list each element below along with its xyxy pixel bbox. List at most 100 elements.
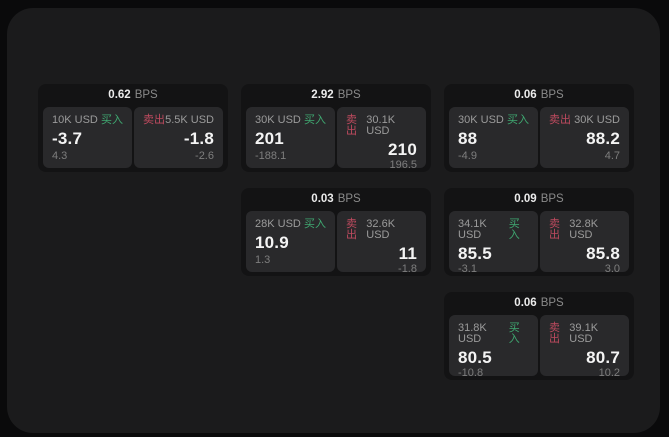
card-body: 28K USD 买入 10.9 1.3 卖出 32.6K USD 11 -1.8 (246, 211, 426, 275)
buy-quote-tile[interactable]: 30K USD 买入 201 -188.1 (246, 107, 335, 168)
card-body: 30K USD 买入 201 -188.1 卖出 30.1K USD 210 1… (246, 107, 426, 171)
quote-card: 2.92 BPS 30K USD 买入 201 -188.1 卖出 30.1K … (241, 84, 431, 172)
sell-side-label: 卖出 (143, 114, 165, 126)
buy-price-value: 201 (255, 129, 284, 148)
buy-amount-label: 31.8K USD (458, 322, 487, 345)
main-panel: 0.62 BPS 10K USD 买入 -3.7 4.3 卖出 5.5K USD… (7, 8, 660, 433)
buy-sub-value: -10.8 (458, 366, 484, 379)
buy-quote-tile[interactable]: 31.8K USD 买入 80.5 -10.8 (449, 315, 538, 379)
buy-quote-tile[interactable]: 30K USD 买入 88 -4.9 (449, 107, 538, 168)
sell-amount-label: 30K USD (574, 114, 620, 126)
buy-sub-value: -3.1 (458, 262, 477, 275)
quote-card: 0.06 BPS 31.8K USD 买入 80.5 -10.8 卖出 39.1… (444, 292, 634, 380)
buy-price-value: -3.7 (52, 129, 83, 148)
sell-tile-header: 卖出 32.8K USD (549, 219, 620, 241)
buy-tile-header: 30K USD 买入 (255, 115, 326, 126)
buy-side-label: 买入 (304, 114, 326, 126)
buy-tile-header: 31.8K USD 买入 (458, 323, 529, 345)
buy-price-value: 88 (458, 129, 478, 148)
sell-quote-tile[interactable]: 卖出 32.8K USD 85.8 3.0 (540, 211, 629, 275)
sell-price-value: 88.2 (586, 129, 620, 148)
buy-sub-value: -188.1 (255, 150, 287, 162)
sell-side-label: 卖出 (549, 114, 571, 126)
quote-card-grid: 0.62 BPS 10K USD 买入 -3.7 4.3 卖出 5.5K USD… (38, 84, 634, 380)
buy-quote-tile[interactable]: 28K USD 买入 10.9 1.3 (246, 211, 335, 272)
sell-sub-value: -2.6 (195, 150, 214, 162)
bps-unit-label: BPS (337, 192, 361, 205)
buy-side-label: 买入 (508, 322, 520, 345)
buy-side-label: 买入 (304, 218, 326, 230)
sell-tile-header: 卖出 30K USD (549, 115, 620, 126)
card-body: 34.1K USD 买入 85.5 -3.1 卖出 32.8K USD 85.8… (449, 211, 629, 275)
buy-sub-value: 4.3 (52, 150, 68, 162)
sell-quote-tile[interactable]: 卖出 30.1K USD 210 196.5 (337, 107, 426, 171)
buy-price-value: 80.5 (458, 348, 492, 367)
card-body: 10K USD 买入 -3.7 4.3 卖出 5.5K USD -1.8 -2.… (43, 107, 223, 168)
bps-unit-label: BPS (337, 88, 361, 101)
buy-tile-header: 10K USD 买入 (52, 115, 123, 126)
buy-price-value: 85.5 (458, 244, 492, 263)
quote-card: 0.09 BPS 34.1K USD 买入 85.5 -3.1 卖出 32.8K… (444, 188, 634, 276)
buy-amount-label: 30K USD (255, 114, 301, 126)
sell-amount-label: 30.1K USD (366, 114, 396, 137)
sell-price-value: 210 (388, 140, 417, 159)
sell-price-value: 85.8 (586, 244, 620, 263)
sell-amount-label: 39.1K USD (569, 322, 599, 345)
card-header: 0.62 BPS (43, 84, 223, 107)
sell-amount-label: 32.6K USD (366, 218, 396, 241)
sell-amount-label: 32.8K USD (569, 218, 599, 241)
buy-quote-tile[interactable]: 10K USD 买入 -3.7 4.3 (43, 107, 132, 168)
buy-quote-tile[interactable]: 34.1K USD 买入 85.5 -3.1 (449, 211, 538, 275)
sell-price-value: 80.7 (586, 348, 620, 367)
sell-sub-value: -1.8 (398, 262, 417, 275)
bps-spread-value: 0.62 (108, 88, 131, 101)
card-header: 0.06 BPS (449, 84, 629, 107)
sell-tile-header: 卖出 30.1K USD (346, 115, 417, 137)
buy-sub-value: -4.9 (458, 150, 477, 162)
bps-spread-value: 0.06 (514, 296, 537, 309)
bps-spread-value: 0.09 (514, 192, 537, 205)
bps-spread-value: 2.92 (311, 88, 334, 101)
quote-card: 0.62 BPS 10K USD 买入 -3.7 4.3 卖出 5.5K USD… (38, 84, 228, 172)
sell-side-label: 卖出 (549, 322, 560, 345)
buy-side-label: 买入 (507, 114, 529, 126)
card-body: 30K USD 买入 88 -4.9 卖出 30K USD 88.2 4.7 (449, 107, 629, 168)
buy-amount-label: 30K USD (458, 114, 504, 126)
buy-price-value: 10.9 (255, 233, 289, 252)
bps-unit-label: BPS (540, 192, 564, 205)
buy-side-label: 买入 (508, 218, 520, 241)
card-header: 2.92 BPS (246, 84, 426, 107)
buy-tile-header: 30K USD 买入 (458, 115, 529, 126)
buy-tile-header: 34.1K USD 买入 (458, 219, 529, 241)
quote-card: 0.03 BPS 28K USD 买入 10.9 1.3 卖出 32.6K US… (241, 188, 431, 276)
sell-tile-header: 卖出 39.1K USD (549, 323, 620, 345)
sell-tile-header: 卖出 5.5K USD (143, 115, 214, 126)
buy-amount-label: 10K USD (52, 114, 98, 126)
sell-sub-value: 4.7 (604, 150, 620, 162)
buy-sub-value: 1.3 (255, 254, 271, 266)
sell-quote-tile[interactable]: 卖出 30K USD 88.2 4.7 (540, 107, 629, 168)
bps-unit-label: BPS (134, 88, 158, 101)
sell-quote-tile[interactable]: 卖出 39.1K USD 80.7 10.2 (540, 315, 629, 379)
card-header: 0.06 BPS (449, 292, 629, 315)
sell-sub-value: 196.5 (389, 158, 417, 171)
sell-price-value: 11 (398, 244, 417, 263)
card-header: 0.09 BPS (449, 188, 629, 211)
sell-side-label: 卖出 (549, 218, 560, 241)
buy-tile-header: 28K USD 买入 (255, 219, 326, 230)
sell-sub-value: 10.2 (598, 366, 620, 379)
sell-price-value: -1.8 (183, 129, 214, 148)
bps-unit-label: BPS (540, 296, 564, 309)
sell-sub-value: 3.0 (604, 262, 620, 275)
bps-spread-value: 0.03 (311, 192, 334, 205)
sell-amount-label: 5.5K USD (165, 114, 214, 126)
sell-quote-tile[interactable]: 卖出 32.6K USD 11 -1.8 (337, 211, 426, 275)
sell-side-label: 卖出 (346, 114, 357, 137)
card-header: 0.03 BPS (246, 188, 426, 211)
sell-quote-tile[interactable]: 卖出 5.5K USD -1.8 -2.6 (134, 107, 223, 168)
bps-spread-value: 0.06 (514, 88, 537, 101)
bps-unit-label: BPS (540, 88, 564, 101)
sell-tile-header: 卖出 32.6K USD (346, 219, 417, 241)
sell-side-label: 卖出 (346, 218, 357, 241)
